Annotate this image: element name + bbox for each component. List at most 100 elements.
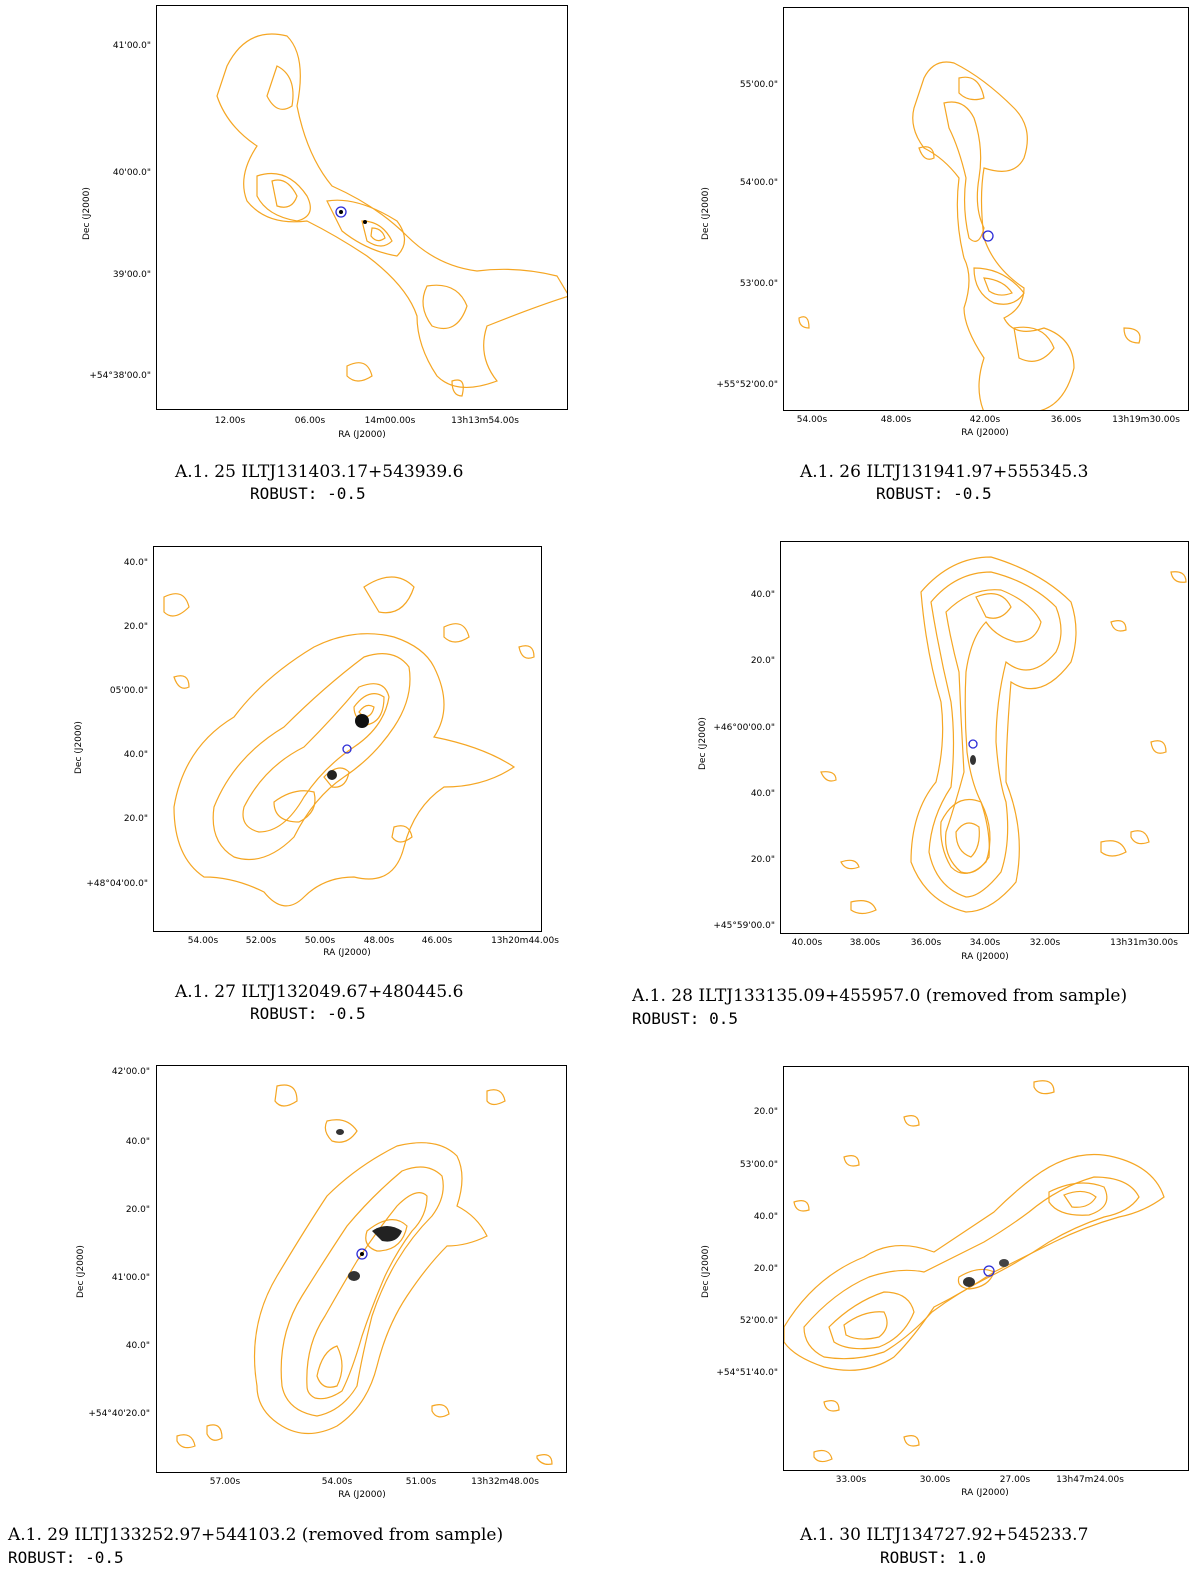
ytick: +48°04'00.0" [86, 879, 148, 889]
x-axis-label: RA (J2000) [323, 948, 371, 958]
host-marker [342, 744, 352, 754]
contour-outer [910, 556, 1077, 913]
ytick: 40.0" [753, 1212, 778, 1222]
figure-caption: A.1. 28 ILTJ133135.09+455957.0 (removed … [632, 986, 1128, 1006]
figure-caption: A.1. 27 ILTJ132049.67+480445.6 [175, 982, 464, 1002]
robust-label: ROBUST: -0.5 [8, 1548, 124, 1567]
ytick: 20.0" [753, 1107, 778, 1117]
xtick: 36.00s [910, 938, 942, 948]
xtick: 54.00s [796, 415, 828, 425]
xtick: 30.00s [919, 1475, 951, 1485]
ytick: 42'00.0" [111, 1067, 150, 1077]
robust-label: ROBUST: -0.5 [250, 1004, 366, 1023]
contour-outer [216, 33, 567, 389]
contour-outer [912, 61, 1075, 410]
ytick: 55'00.0" [739, 80, 778, 90]
xtick: 54.00s [187, 936, 219, 946]
host-marker [983, 1265, 995, 1277]
contour-plot-25 [216, 33, 567, 397]
y-axis-label: Dec (J2000) [701, 1245, 711, 1298]
xtick: 52.00s [245, 936, 277, 946]
radio-image-30 [783, 1066, 1189, 1471]
host-marker [968, 739, 978, 749]
ytick: 05'00.0" [109, 686, 148, 696]
y-axis-label: Dec (J2000) [82, 187, 92, 240]
ytick: 52'00.0" [739, 1316, 778, 1326]
contour-outer [784, 1154, 1165, 1371]
x-axis-label: RA (J2000) [961, 1488, 1009, 1498]
ytick: +54°40'20.0" [88, 1409, 150, 1419]
xtick: 38.00s [849, 938, 881, 948]
y-axis-label: Dec (J2000) [74, 721, 84, 774]
y-axis-label: Dec (J2000) [701, 187, 711, 240]
xtick: 34.00s [969, 938, 1001, 948]
contour-outer [173, 633, 516, 907]
xtick: 27.00s [999, 1475, 1031, 1485]
radio-image-25 [156, 5, 568, 410]
xtick: 57.00s [209, 1477, 241, 1487]
contour-plot-28 [820, 556, 1187, 915]
radio-image-27 [153, 546, 542, 932]
figure-caption: A.1. 30 ILTJ134727.92+545233.7 [800, 1525, 1089, 1545]
ytick: 20.0" [753, 1264, 778, 1274]
ytick: 40.0" [123, 558, 148, 568]
xtick: 46.00s [421, 936, 453, 946]
x-axis-label: RA (J2000) [961, 428, 1009, 438]
ytick: 40.0" [750, 590, 775, 600]
xtick: 48.00s [880, 415, 912, 425]
xtick: 13h47m24.00s [1056, 1475, 1124, 1485]
xtick: 48.00s [363, 936, 395, 946]
xtick: 13h32m48.00s [471, 1477, 539, 1487]
ytick: 40'00.0" [112, 168, 151, 178]
ytick: 20.0" [750, 855, 775, 865]
ytick: 40.0" [125, 1137, 150, 1147]
radio-image-28 [780, 541, 1189, 934]
host-marker [982, 230, 994, 242]
ytick: 20.0" [750, 656, 775, 666]
ytick: 41'00.0" [112, 41, 151, 51]
x-axis-label: RA (J2000) [338, 430, 386, 440]
xtick: 36.00s [1050, 415, 1082, 425]
ytick: +55°52'00.0" [716, 380, 778, 390]
xtick: 54.00s [321, 1477, 353, 1487]
figure-caption: A.1. 29 ILTJ133252.97+544103.2 (removed … [8, 1525, 504, 1545]
ytick: 20.0" [125, 1205, 150, 1215]
contour-plot-27 [163, 576, 535, 907]
xtick: 06.00s [294, 416, 326, 426]
ytick: +46°00'00.0" [713, 723, 775, 733]
figure-caption: A.1. 25 ILTJ131403.17+543939.6 [175, 462, 464, 482]
robust-label: ROBUST: -0.5 [250, 484, 366, 503]
ytick: 53'00.0" [739, 279, 778, 289]
robust-label: ROBUST: 1.0 [880, 1548, 986, 1567]
xtick: 13h31m30.00s [1110, 938, 1178, 948]
ytick: 40.0" [125, 1341, 150, 1351]
xtick: 14m00.00s [364, 416, 416, 426]
xtick: 13h13m54.00s [451, 416, 519, 426]
robust-label: ROBUST: 0.5 [632, 1009, 738, 1028]
y-axis-label: Dec (J2000) [76, 1245, 86, 1298]
ytick: 40.0" [123, 750, 148, 760]
host-marker [335, 206, 347, 218]
xtick: 13h19m30.00s [1112, 415, 1180, 425]
x-axis-label: RA (J2000) [338, 1490, 386, 1500]
ytick: +45°59'00.0" [713, 921, 775, 931]
ytick: 20.0" [123, 814, 148, 824]
ytick: 53'00.0" [739, 1160, 778, 1170]
xtick: 42.00s [969, 415, 1001, 425]
xtick: 50.00s [304, 936, 336, 946]
xtick: 40.00s [791, 938, 823, 948]
ytick: 40.0" [750, 789, 775, 799]
contour-plot-30 [784, 1080, 1165, 1463]
radio-image-29 [156, 1065, 567, 1473]
xtick: 33.00s [835, 1475, 867, 1485]
y-axis-label: Dec (J2000) [698, 717, 708, 770]
xtick: 13h20m44.00s [491, 936, 559, 946]
ytick: 41'00.0" [111, 1273, 150, 1283]
contour-plot-29 [176, 1084, 553, 1465]
xtick: 32.00s [1029, 938, 1061, 948]
ytick: 20.0" [123, 622, 148, 632]
contour-plot-26 [798, 61, 1141, 410]
ytick: +54°51'40.0" [716, 1368, 778, 1378]
robust-label: ROBUST: -0.5 [876, 484, 992, 503]
contour-outer [253, 1142, 488, 1435]
